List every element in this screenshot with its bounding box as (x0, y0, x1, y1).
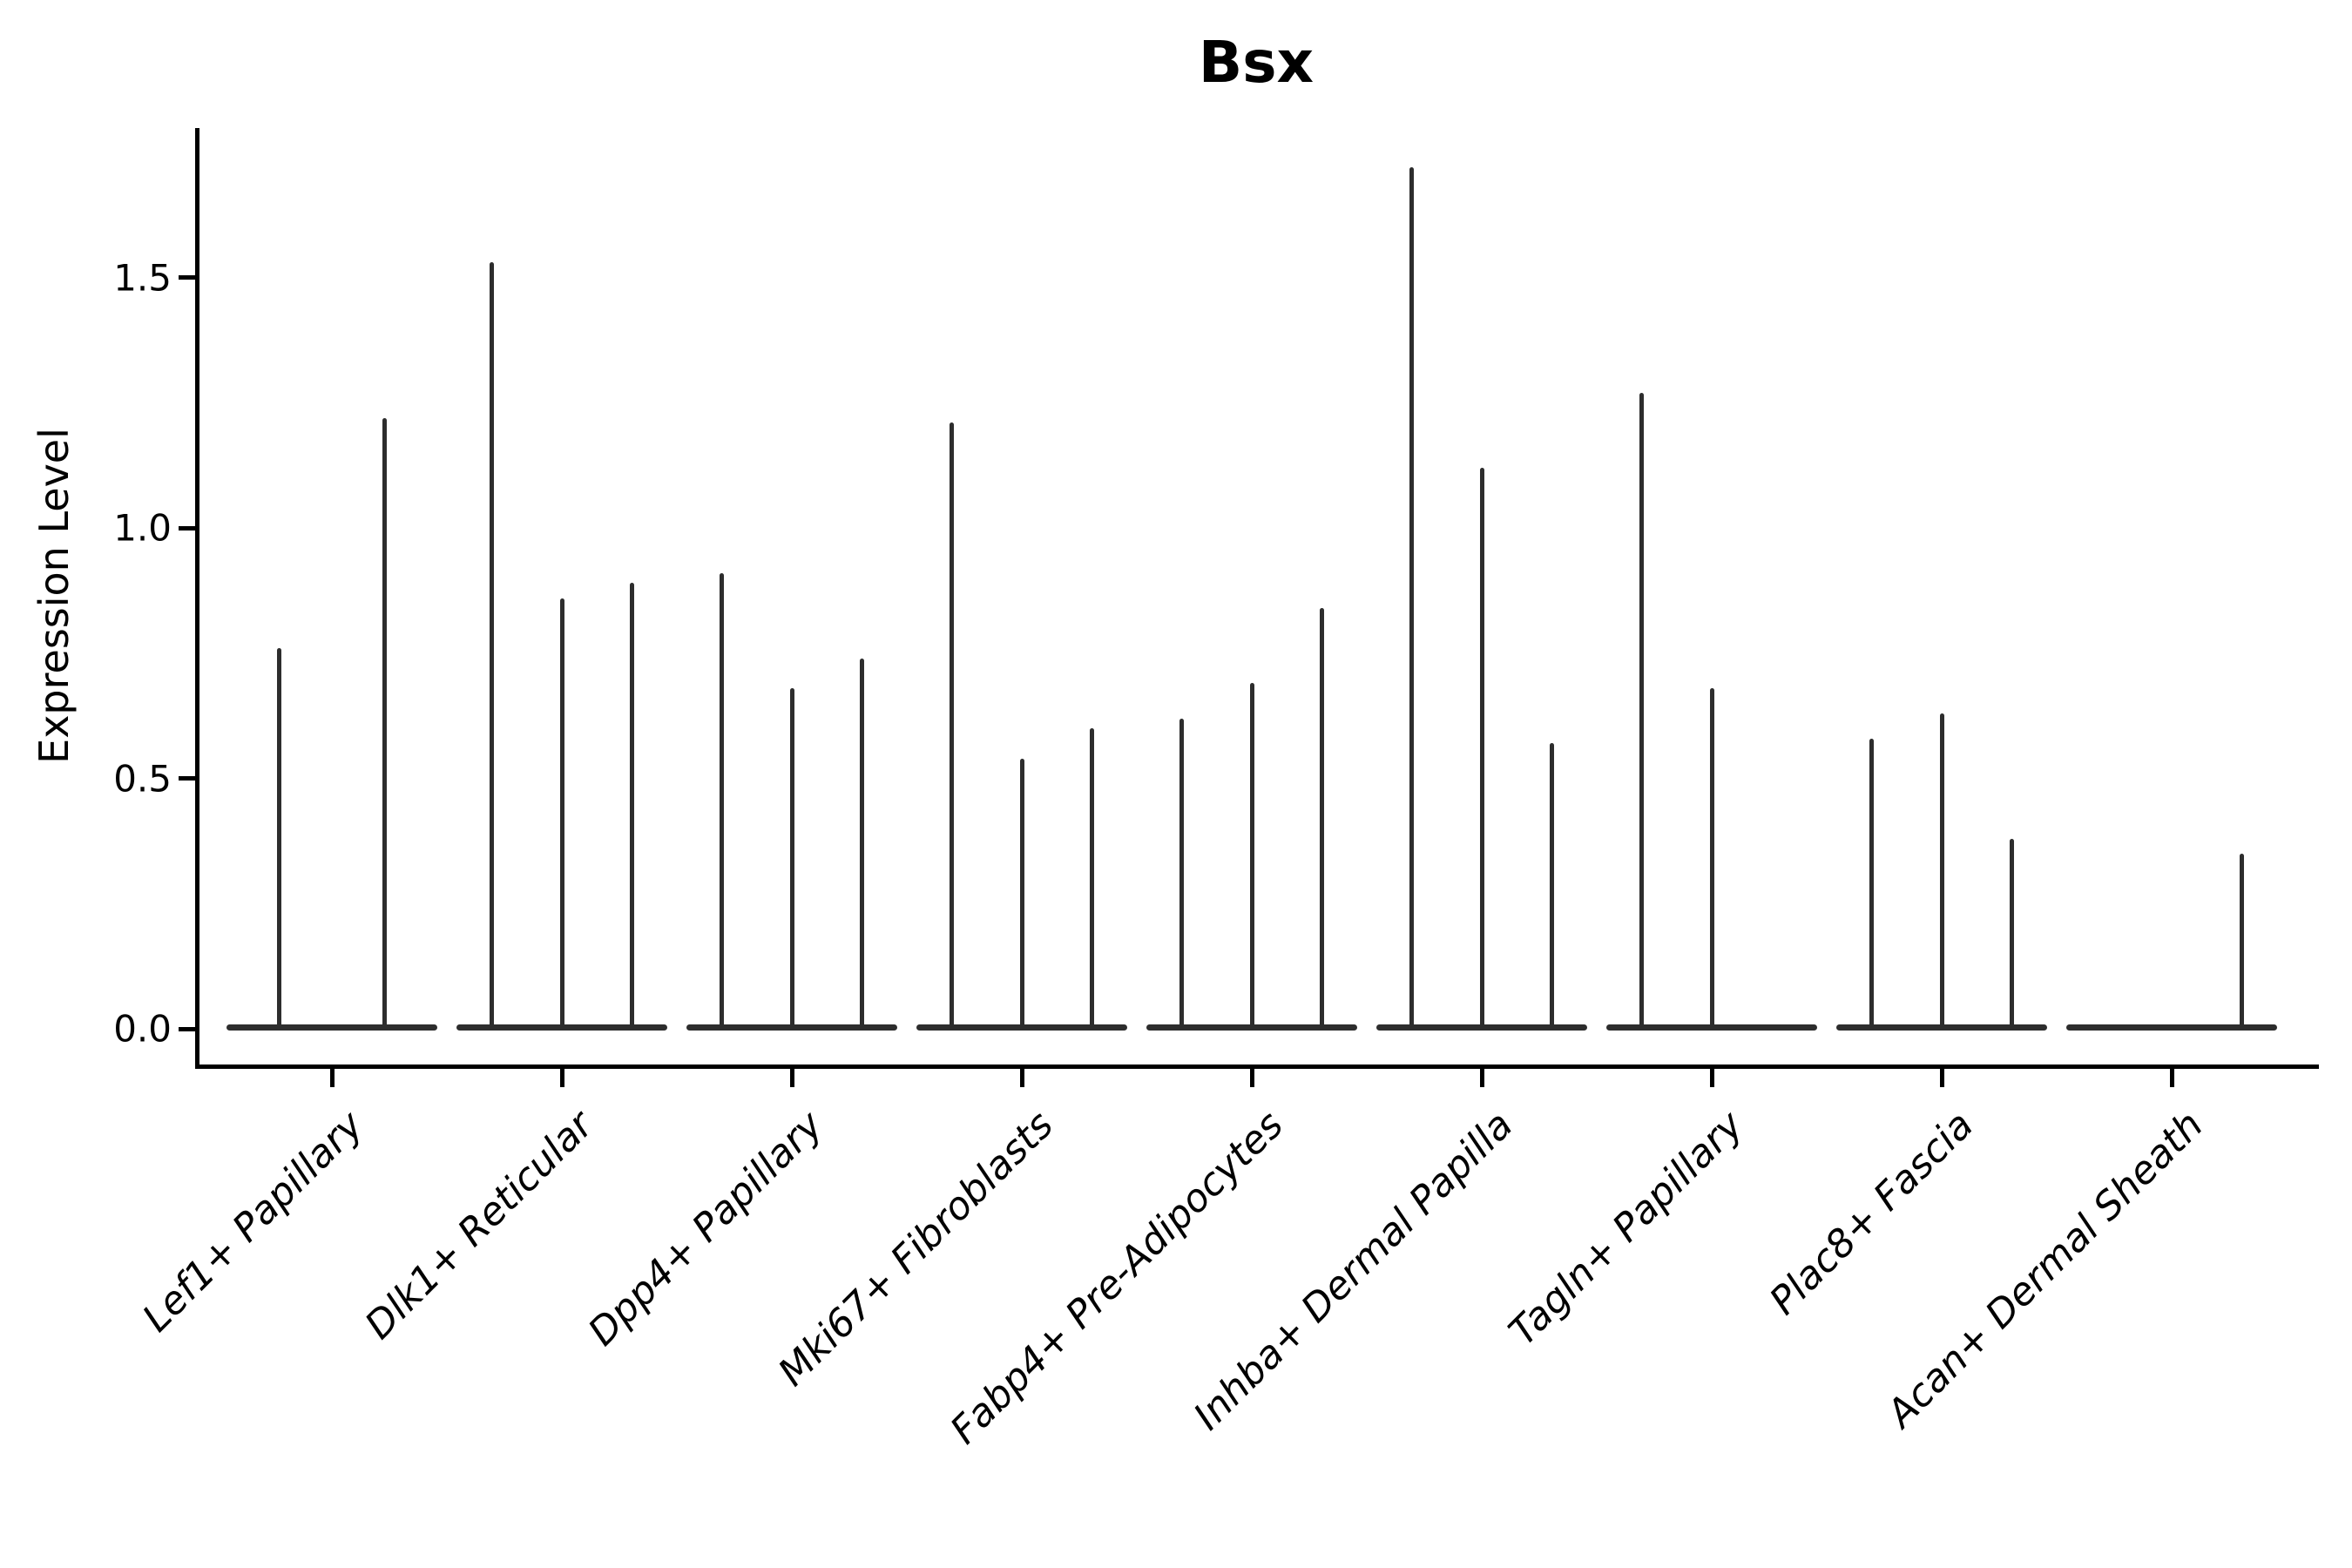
violin-spike (1550, 743, 1555, 1029)
violin-body (2066, 1024, 2277, 1031)
violin-spike (2240, 853, 2245, 1029)
violin-spike (559, 598, 564, 1029)
violin-spike (1090, 728, 1095, 1029)
y-tick-label: 1.5 (113, 256, 172, 299)
violin-spike (789, 688, 794, 1029)
y-tick-label: 0.5 (113, 757, 172, 800)
x-tick-mark (1939, 1066, 1944, 1087)
x-tick-mark (329, 1066, 335, 1087)
x-tick-label-3: Dpp4+ Papillary (579, 1102, 832, 1355)
violin-spike (1320, 608, 1325, 1029)
x-tick-mark (1709, 1066, 1714, 1087)
violin-spike (1939, 713, 1944, 1029)
violin-spike (1479, 468, 1484, 1029)
violin-spike (630, 583, 635, 1029)
violin-spike (949, 422, 954, 1029)
y-tick-mark (179, 275, 198, 280)
x-tick-label-2: Dlk1+ Reticular (356, 1102, 602, 1348)
violin-spike (1179, 718, 1184, 1029)
x-tick-mark (1479, 1066, 1484, 1087)
y-tick-mark (179, 1026, 198, 1031)
violin-spike (1019, 758, 1024, 1029)
y-tick-mark (179, 776, 198, 781)
y-tick-label: 1.0 (113, 506, 172, 550)
y-axis-label: Expression Level (30, 428, 78, 764)
violin-spike (1409, 167, 1414, 1029)
x-tick-label-7: Tagln+ Papillary (1500, 1102, 1752, 1355)
violin-spike (1709, 688, 1714, 1029)
violin-spike (1639, 392, 1644, 1029)
violin-spike (719, 572, 724, 1029)
violin-spike (2010, 838, 2015, 1029)
violin-spike (382, 417, 387, 1029)
x-tick-mark (1249, 1066, 1254, 1087)
violin-spike (860, 658, 865, 1029)
x-tick-label-1: Lef1+ Papillary (133, 1102, 372, 1341)
violin-spike (489, 262, 494, 1029)
x-tick-mark (2169, 1066, 2174, 1087)
violin-body (226, 1024, 437, 1031)
violin-spike (1869, 738, 1874, 1029)
x-tick-mark (1019, 1066, 1024, 1087)
x-tick-mark (789, 1066, 794, 1087)
violin-spike (1249, 683, 1254, 1029)
y-tick-label: 0.0 (113, 1007, 172, 1051)
violin-spike (277, 648, 281, 1029)
x-tick-mark (559, 1066, 564, 1087)
x-tick-label-8: Plac8+ Fascia (1761, 1102, 1982, 1324)
chart-title: Bsx (1198, 29, 1315, 96)
y-tick-mark (179, 525, 198, 531)
plot-area (195, 128, 2319, 1069)
